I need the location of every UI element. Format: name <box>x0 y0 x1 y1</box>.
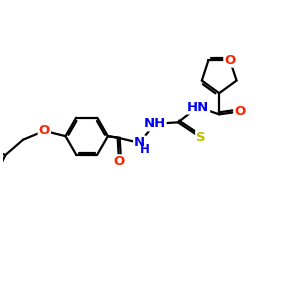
Text: HN: HN <box>187 100 209 113</box>
Text: O: O <box>234 105 245 118</box>
Text: O: O <box>224 54 236 67</box>
Text: O: O <box>113 155 125 168</box>
Text: N: N <box>134 136 145 149</box>
Text: S: S <box>196 131 206 144</box>
Text: H: H <box>140 143 150 156</box>
Text: O: O <box>39 124 50 137</box>
Text: NH: NH <box>143 117 166 130</box>
